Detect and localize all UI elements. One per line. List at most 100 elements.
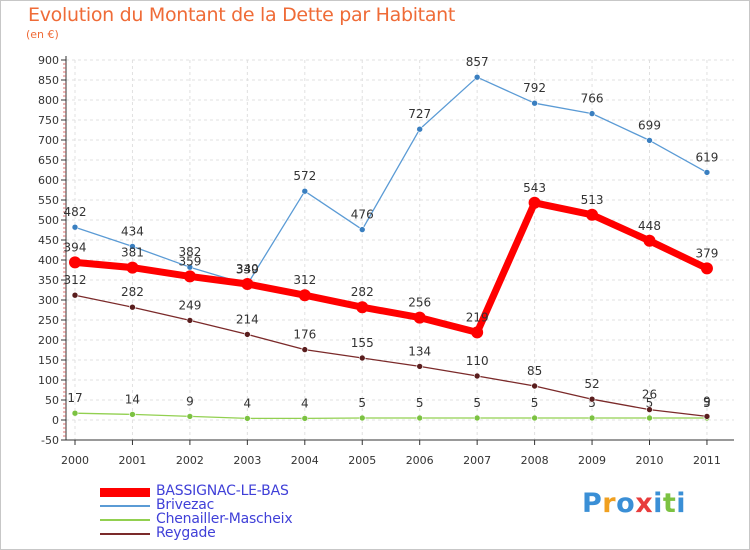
- logo-letter: x: [635, 488, 654, 519]
- data-point: [129, 411, 136, 418]
- legend-item: Chenailler-Mascheix: [100, 511, 360, 528]
- logo-letter: P: [582, 488, 603, 519]
- x-tick-label: 2009: [578, 454, 606, 467]
- data-label: 134: [408, 344, 431, 358]
- y-tick-label: 50: [45, 394, 59, 407]
- x-tick-label: 2004: [291, 454, 319, 467]
- logo-letter: i: [676, 488, 687, 519]
- data-label: 513: [581, 193, 604, 207]
- data-point: [416, 125, 424, 133]
- data-label: 155: [351, 336, 374, 350]
- data-label: 379: [695, 246, 718, 260]
- data-label: 17: [67, 391, 82, 405]
- data-label: 619: [695, 150, 718, 164]
- y-tick-label: 600: [38, 174, 59, 187]
- data-point: [473, 372, 481, 380]
- legend-label: Brivezac: [156, 497, 215, 513]
- y-tick-label: 900: [38, 54, 59, 67]
- x-tick-label: 2003: [233, 454, 261, 467]
- data-point: [301, 415, 309, 422]
- y-tick-label: 850: [38, 74, 59, 87]
- data-point: [586, 208, 599, 221]
- y-tick-label: 550: [38, 194, 59, 207]
- data-point: [703, 413, 711, 420]
- y-tick-label: 450: [38, 234, 59, 247]
- y-tick-label: 350: [38, 274, 59, 287]
- data-label: 4: [244, 396, 252, 410]
- legend-label: BASSIGNAC-LE-BAS: [156, 483, 289, 499]
- data-point: [646, 414, 653, 422]
- data-point: [298, 289, 311, 302]
- data-label: 9: [703, 394, 711, 408]
- data-label: 176: [293, 328, 316, 342]
- data-point: [358, 414, 366, 422]
- data-point: [643, 234, 656, 247]
- data-point: [186, 413, 194, 420]
- data-point: [531, 382, 538, 390]
- data-point: [241, 278, 254, 290]
- x-tick-label: 2011: [693, 454, 721, 467]
- legend-label: Chenailler-Mascheix: [156, 511, 293, 527]
- data-label: 5: [473, 396, 481, 410]
- data-label: 26: [642, 388, 657, 402]
- y-tick-label: 750: [38, 114, 59, 127]
- data-point: [588, 110, 596, 117]
- data-point: [186, 317, 194, 324]
- y-tick-label: -50: [41, 434, 59, 447]
- data-label: 312: [293, 273, 316, 287]
- chart-title: Evolution du Montant de la Dette par Hab…: [28, 4, 456, 26]
- data-point: [183, 270, 196, 283]
- y-tick-label: 100: [38, 374, 59, 387]
- data-label: 5: [646, 396, 654, 410]
- x-tick-label: 2001: [118, 454, 146, 467]
- data-label: 9: [186, 394, 194, 408]
- data-label: 110: [466, 354, 489, 368]
- x-tick-label: 2007: [463, 454, 491, 467]
- y-tick-label: 150: [38, 354, 59, 367]
- logo-letter: t: [662, 488, 677, 519]
- x-tick-label: 2000: [61, 454, 89, 467]
- data-label: 256: [408, 296, 431, 310]
- data-label: 214: [236, 312, 259, 326]
- series-line: [74, 199, 709, 336]
- data-point: [244, 331, 251, 338]
- data-label: 394: [64, 240, 87, 254]
- x-tick-label: 2008: [521, 454, 549, 467]
- data-point: [301, 346, 309, 353]
- chart-subtitle: (en €): [26, 28, 59, 41]
- series-reygade: 312 282 249 214 176 155 134 110 85 52 26 9: [64, 273, 711, 420]
- series-line: [74, 412, 707, 420]
- data-point: [473, 414, 481, 422]
- data-point: [646, 406, 653, 413]
- data-label: 359: [178, 254, 201, 268]
- x-tick-label: 2002: [176, 454, 204, 467]
- x-tick-label: 2010: [636, 454, 664, 467]
- data-point: [700, 262, 713, 275]
- data-label: 4: [301, 396, 309, 410]
- data-label: 14: [125, 392, 140, 406]
- data-point: [244, 415, 251, 422]
- data-label: 482: [64, 205, 87, 219]
- data-point: [413, 311, 426, 324]
- data-label: 543: [523, 181, 546, 195]
- data-label: 5: [416, 396, 424, 410]
- data-label: 572: [293, 169, 316, 183]
- data-label: 448: [638, 219, 661, 233]
- data-label: 857: [466, 55, 489, 69]
- y-tick-label: 650: [38, 154, 59, 167]
- x-tick-label: 2005: [348, 454, 376, 467]
- data-point: [416, 414, 424, 422]
- series-chenailler-mascheix: 17 14 9 4 4 5 5 5 5 5 5 5: [67, 391, 711, 422]
- logo-letter: i: [653, 488, 663, 519]
- legend-swatch: [100, 487, 150, 497]
- y-tick-label: 300: [38, 294, 59, 307]
- legend-swatch: [100, 505, 150, 507]
- series-brivezac: 482 434 382 339 572 476 727 857 792 766 699 619: [64, 55, 718, 288]
- series-line: [74, 294, 708, 418]
- data-label: 476: [351, 208, 374, 222]
- data-point: [358, 226, 366, 233]
- x-tick-label: 2006: [406, 454, 434, 467]
- data-point: [301, 187, 309, 195]
- y-tick-label: 400: [38, 254, 59, 267]
